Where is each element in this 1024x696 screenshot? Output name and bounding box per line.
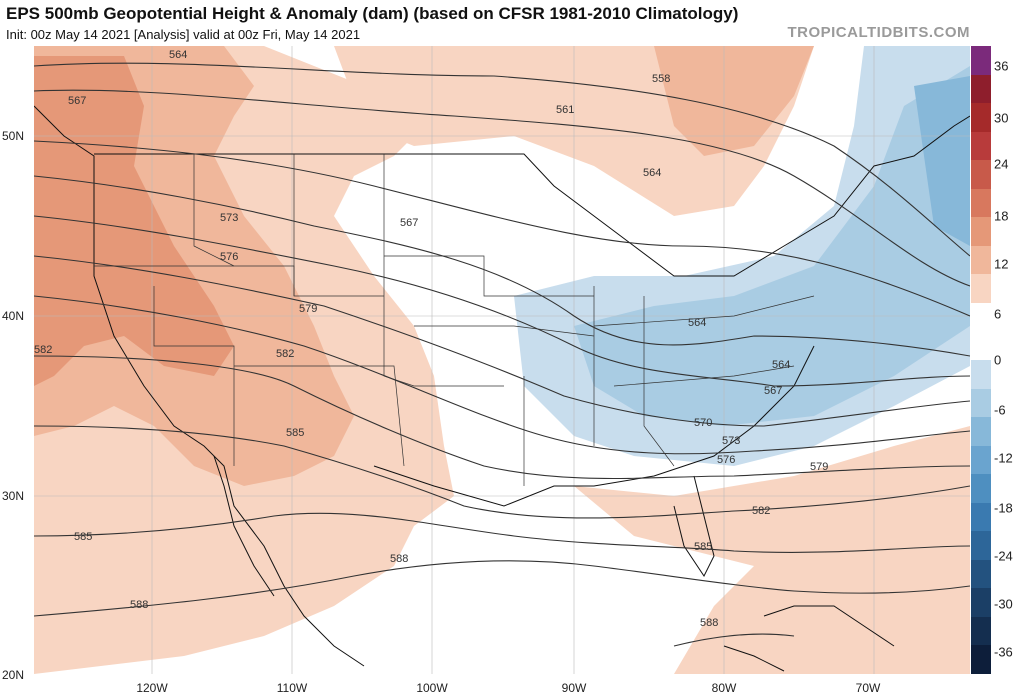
contour-label: 558	[652, 73, 670, 85]
colorbar-segment	[971, 103, 991, 133]
contour-labels: 564 567 561 558 564 573 576 579 582 582 …	[34, 49, 828, 629]
contour-label: 585	[694, 541, 712, 553]
state-borders	[94, 154, 815, 486]
colorbar-segment	[971, 588, 991, 618]
colorbar-segment	[971, 302, 991, 332]
contour-label: 570	[694, 417, 712, 429]
colorbar-label: -30	[994, 596, 1013, 612]
anomaly-fields	[34, 46, 970, 674]
map-svg: 564 567 561 558 564 573 576 579 582 582 …	[34, 46, 970, 674]
contour-label: 564	[772, 359, 790, 371]
positive-anomaly-north-core	[654, 46, 814, 156]
graticule	[34, 46, 970, 674]
colorbar-segment	[971, 360, 991, 390]
lon-label-100w: 100W	[416, 681, 448, 695]
lon-label-90w: 90W	[561, 681, 587, 695]
contour-label: 573	[722, 435, 740, 447]
negative-anomaly-east-strong	[914, 76, 970, 246]
lon-label-120w: 120W	[136, 681, 168, 695]
colorbar-label: 0	[994, 352, 1002, 368]
colorbar-label: 30	[994, 110, 1009, 126]
contour-label: 576	[717, 454, 735, 466]
colorbar-segment	[971, 217, 991, 247]
contour-label: 582	[34, 344, 52, 356]
lon-label-80w: 80W	[711, 681, 737, 695]
colorbar-label: -24	[994, 548, 1013, 564]
negative-anomaly-east-core	[574, 66, 970, 426]
lat-label-20n: 20N	[2, 668, 25, 682]
contour-label: 564	[688, 317, 706, 329]
colorbar-segment	[971, 274, 991, 304]
colorbar-segment	[971, 502, 991, 532]
colorbar-label: 6	[994, 306, 1002, 322]
contour-label: 564	[643, 167, 661, 179]
colorbar-segment	[971, 46, 991, 76]
contour-label: 567	[400, 217, 418, 229]
map-canvas[interactable]: 564 567 561 558 564 573 576 579 582 582 …	[34, 46, 970, 674]
colorbar-segment	[971, 331, 991, 361]
colorbar-segment	[971, 559, 991, 589]
contour-label: 567	[764, 385, 782, 397]
coastlines	[34, 105, 970, 672]
colorbar-segment	[971, 445, 991, 475]
contour-label: 576	[220, 251, 238, 263]
colorbar-label: -18	[994, 500, 1013, 516]
contour-label: 567	[68, 95, 86, 107]
contour-label: 585	[74, 531, 92, 543]
colorbar-segment	[971, 531, 991, 561]
colorbar-label: 18	[994, 208, 1009, 224]
anomaly-colorbar	[971, 46, 991, 675]
colorbar-segment	[971, 74, 991, 104]
contour-label: 588	[130, 599, 148, 611]
positive-anomaly-south	[574, 426, 970, 674]
colorbar-label: -36	[994, 644, 1013, 660]
colorbar-label: 36	[994, 58, 1009, 74]
colorbar-segment	[971, 245, 991, 275]
lat-label-50n: 50N	[2, 129, 25, 143]
contour-label: 579	[299, 303, 317, 315]
colorbar-segment	[971, 388, 991, 418]
colorbar-label: 24	[994, 156, 1009, 172]
colorbar-segment	[971, 474, 991, 504]
colorbar-label: -6	[994, 402, 1006, 418]
height-contours	[34, 62, 970, 647]
contour-label: 561	[556, 104, 574, 116]
contour-label: 582	[276, 348, 294, 360]
lon-label-110w: 110W	[276, 681, 308, 695]
colorbar-segment	[971, 616, 991, 646]
colorbar-segment	[971, 160, 991, 190]
contour-label: 585	[286, 427, 304, 439]
brand-watermark[interactable]: TROPICALTIDBITS.COM	[787, 24, 970, 41]
positive-anomaly-west-strong	[34, 56, 234, 386]
contour-label: 573	[220, 212, 238, 224]
contour-label: 564	[169, 49, 187, 61]
colorbar-segment	[971, 188, 991, 218]
colorbar-label: 12	[994, 256, 1009, 272]
colorbar-label: -12	[994, 450, 1013, 466]
colorbar-segment	[971, 417, 991, 447]
contour-label: 588	[390, 553, 408, 565]
lat-label-30n: 30N	[2, 489, 25, 503]
contour-label: 588	[700, 617, 718, 629]
contour-label: 579	[810, 461, 828, 473]
colorbar-segment	[971, 131, 991, 161]
lon-label-70w: 70W	[855, 681, 881, 695]
lat-label-40n: 40N	[2, 309, 25, 323]
map-subtitle: Init: 00z May 14 2021 [Analysis] valid a…	[6, 27, 361, 42]
map-title: EPS 500mb Geopotential Height & Anomaly …	[6, 4, 739, 23]
contour-label: 582	[752, 505, 770, 517]
colorbar-segment	[971, 645, 991, 675]
